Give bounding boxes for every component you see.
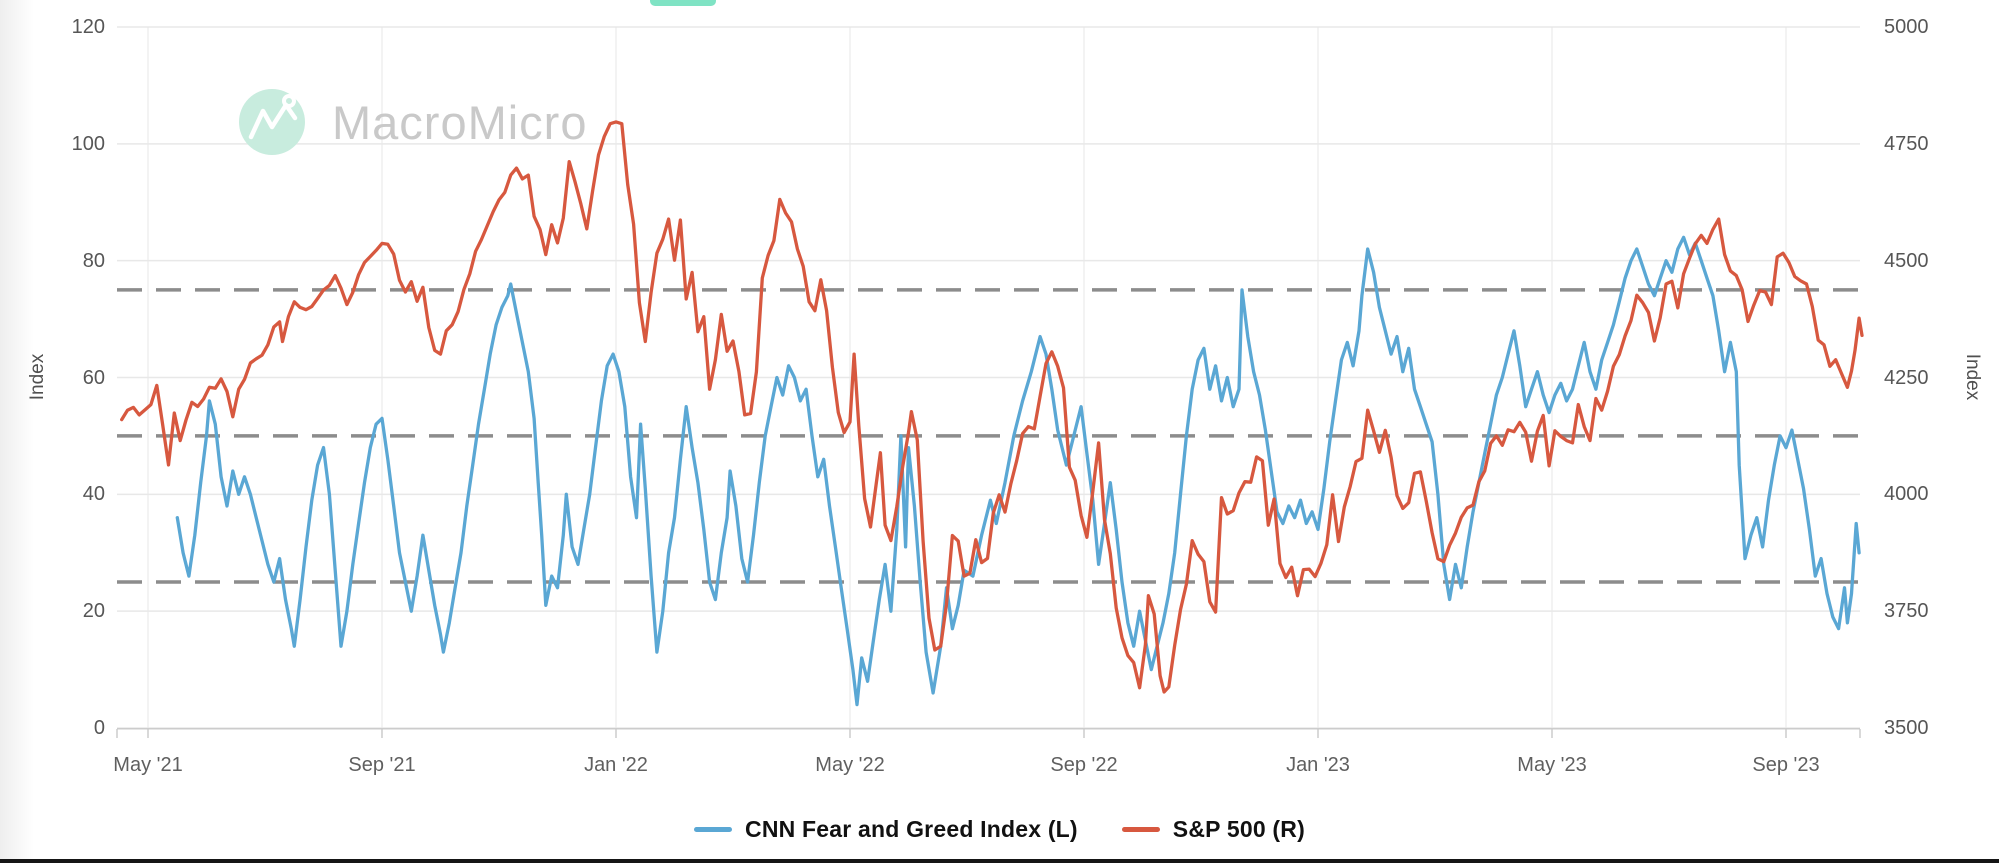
y-axis-left-tick-label: 20 bbox=[82, 600, 105, 623]
y-axis-left-tick-label: 80 bbox=[82, 249, 105, 272]
y-axis-right-tick-label: 3500 bbox=[1884, 717, 1929, 739]
x-axis-tick-label: Jan '22 bbox=[584, 754, 648, 776]
series-line-sp500 bbox=[120, 120, 1864, 694]
macromicro-logo-icon bbox=[248, 102, 298, 140]
legend-marker-blue-line-icon bbox=[694, 827, 733, 832]
x-axis-tick-label: Jan '23 bbox=[1286, 754, 1350, 776]
x-axis-tick-label: Sep '22 bbox=[1050, 754, 1118, 776]
watermark-text: MacroMicro bbox=[332, 96, 587, 149]
x-axis-tick-label: May '21 bbox=[113, 754, 183, 776]
y-axis-left-tick-label: 100 bbox=[71, 132, 105, 155]
legend-item-cnn-fear-greed-index[interactable]: CNN Fear and Greed Index (L) bbox=[694, 816, 1078, 843]
legend-label-sp500: S&P 500 (R) bbox=[1172, 816, 1305, 842]
x-axis-tick-label: May '23 bbox=[1517, 754, 1587, 776]
y-axis-left-tick-label: 120 bbox=[71, 16, 105, 38]
y-axis-right-tick-label: 4000 bbox=[1884, 483, 1929, 506]
chart-legend: CNN Fear and Greed Index (L) S&P 500 (R) bbox=[0, 816, 1999, 843]
top-teal-chip[interactable] bbox=[650, 0, 716, 6]
y-axis-left-tick-label: 0 bbox=[93, 717, 105, 739]
y-axis-left-tick-label: 60 bbox=[82, 366, 105, 389]
x-axis-tick-label: Sep '23 bbox=[1752, 754, 1820, 776]
x-axis-tick-label: May '22 bbox=[815, 754, 885, 776]
x-axis-tick-label: Sep '21 bbox=[348, 754, 416, 776]
bottom-window-edge bbox=[0, 859, 1999, 863]
y-axis-left-tick-label: 40 bbox=[82, 483, 105, 506]
left-edge-gradient bbox=[0, 0, 34, 859]
y-axis-right-tick-label: 4750 bbox=[1884, 132, 1929, 155]
y-axis-right-title: Index bbox=[1962, 353, 1983, 401]
series-line-cnn-fear-greed bbox=[175, 235, 1861, 707]
y-axis-right-tick-label: 3750 bbox=[1884, 600, 1929, 623]
y-axis-right-tick-label: 4500 bbox=[1884, 249, 1929, 272]
legend-marker-red-line-icon bbox=[1121, 827, 1160, 832]
legend-label-cnn-fear-greed-index: CNN Fear and Greed Index (L) bbox=[745, 816, 1078, 842]
macromicro-logo-icon bbox=[282, 94, 296, 108]
legend-item-sp500[interactable]: S&P 500 (R) bbox=[1121, 816, 1305, 843]
y-axis-right-tick-label: 4250 bbox=[1884, 366, 1929, 389]
y-axis-right-tick-label: 5000 bbox=[1884, 16, 1929, 38]
